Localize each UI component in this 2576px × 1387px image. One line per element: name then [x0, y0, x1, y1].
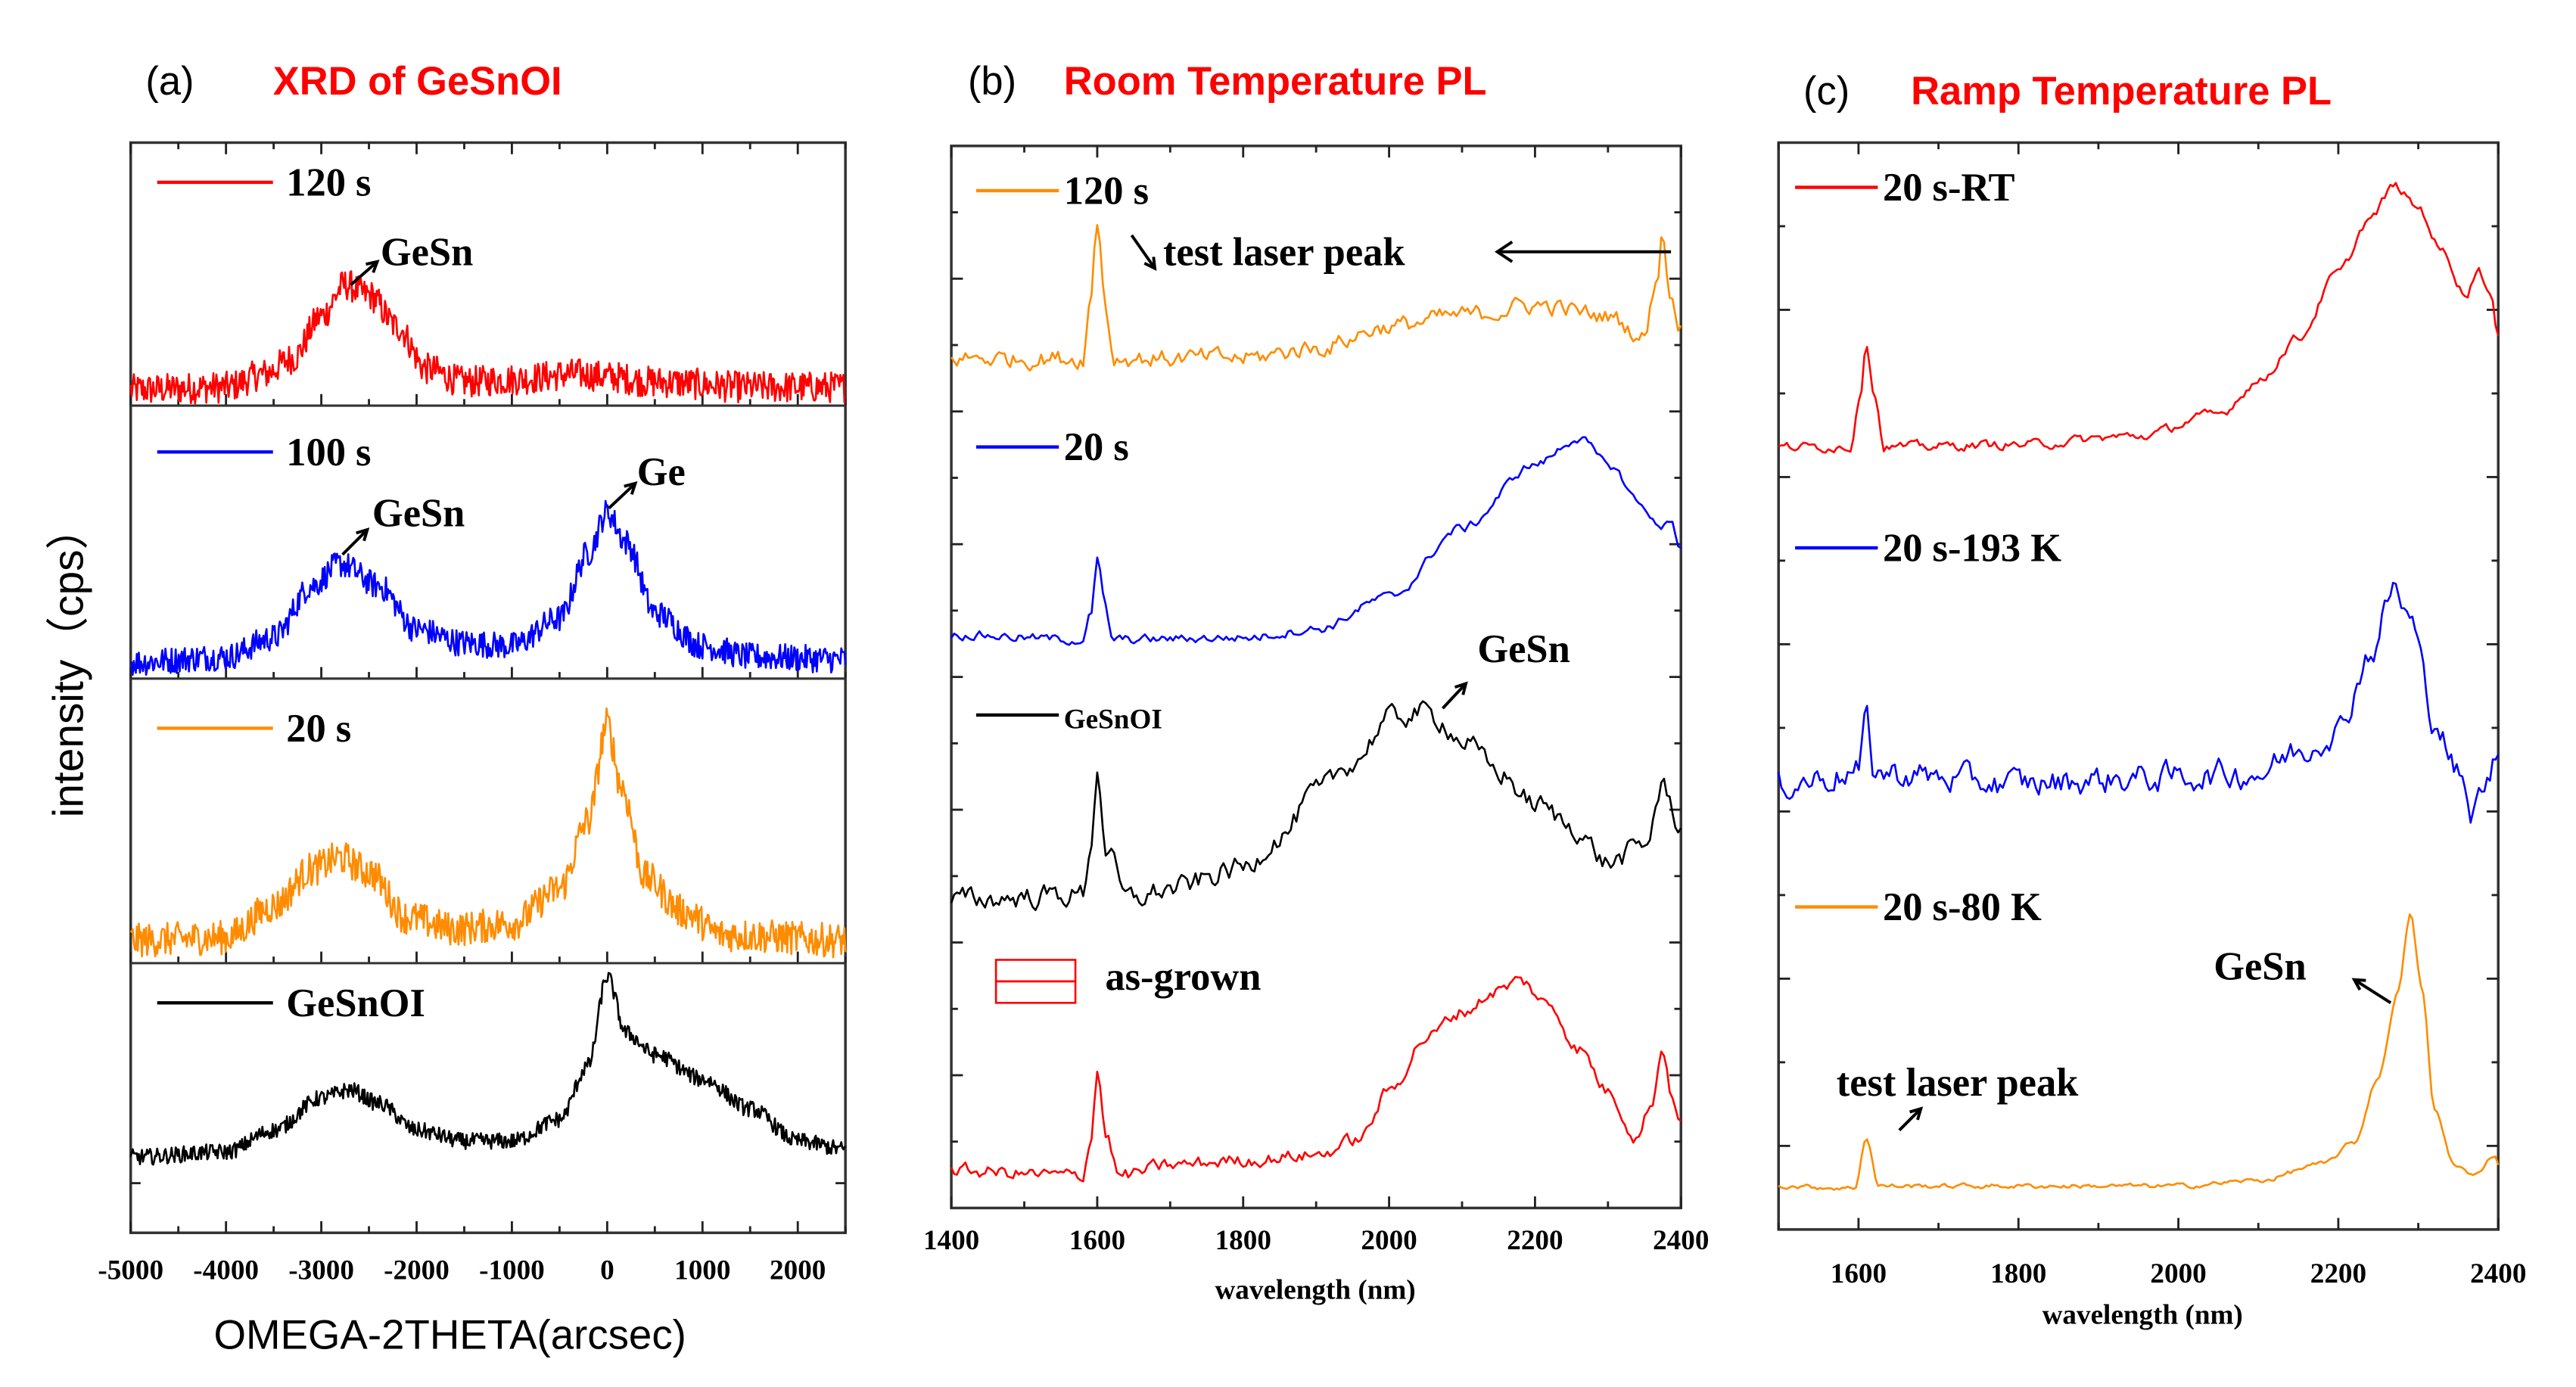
arrowhead-icon — [1495, 241, 1514, 263]
x-tick-label: 2200 — [1507, 1225, 1563, 1256]
x-tick-label: 2000 — [1361, 1225, 1417, 1256]
series-line-gesnoi — [129, 972, 847, 1166]
y-axis-label: intensity（cps） — [45, 507, 92, 818]
x-tick-label: 0 — [600, 1255, 614, 1286]
legend-label: GeSnOI — [1064, 704, 1162, 735]
x-tick-label: 2000 — [2150, 1258, 2206, 1289]
annotation-arrow — [341, 528, 369, 556]
annotation-arrow — [1441, 683, 1467, 710]
series-line-100-s — [130, 499, 847, 676]
series-line-as-grown — [950, 975, 1682, 1183]
annotation-arrow — [1898, 1107, 1922, 1132]
arrowhead-icon — [1454, 681, 1468, 695]
legend-label: 20 s — [1064, 425, 1129, 469]
annotation-label: Ge — [637, 450, 686, 494]
x-tick-label: 1800 — [1990, 1258, 2046, 1289]
legend-label: 20 s-193 K — [1883, 527, 2061, 571]
annotation-label: test laser peak — [1163, 230, 1405, 274]
arrowhead-icon — [1909, 1106, 1924, 1121]
arrowhead-icon — [366, 260, 380, 273]
panel-b-xlabel: wavelength (nm) — [1215, 1275, 1415, 1306]
arrowhead-icon — [2351, 978, 2366, 991]
panel-b-label: (b) — [968, 60, 1016, 104]
series-line-20-s — [950, 436, 1682, 646]
panel-a-xlabel: OMEGA-2THETA(arcsec) — [213, 1311, 686, 1357]
x-tick-label: 2000 — [770, 1255, 826, 1286]
x-tick-label: -5000 — [98, 1255, 163, 1286]
panel-a-title: XRD of GeSnOI — [273, 60, 562, 104]
x-tick-label: -4000 — [193, 1255, 259, 1286]
x-tick-label: 1600 — [1831, 1258, 1887, 1289]
annotation-arrow — [608, 482, 636, 510]
legend-label: 120 s — [1064, 169, 1149, 213]
annotation-arrow — [350, 260, 378, 286]
series-line-20-s — [129, 707, 847, 959]
panel-c-label: (c) — [1803, 70, 1850, 114]
arrowhead-icon — [624, 481, 638, 495]
arrowhead-icon — [356, 527, 370, 542]
legend-label: 20 s-80 K — [1883, 885, 2042, 929]
legend-label: 100 s — [286, 431, 371, 474]
annotation-label: test laser peak — [1837, 1061, 2079, 1105]
annotation-label: GeSn — [1477, 627, 1570, 671]
arrowhead-icon — [1143, 257, 1157, 271]
series-line-20-s-rt — [1778, 182, 2500, 454]
annotation-arrow — [1130, 234, 1156, 269]
series-line-20-s-80-k — [1778, 913, 2500, 1191]
legend-label: as-grown — [1105, 955, 1261, 999]
annotation-label: GeSn — [381, 230, 473, 274]
panel-c-xlabel: wavelength (nm) — [2042, 1299, 2243, 1330]
panel-c-title: Ramp Temperature PL — [1911, 70, 2332, 114]
panel-a-label: (a) — [145, 60, 194, 104]
panel-c: 1600 1800 2000 2200 2400 20 s-RT 20 s-193 K 20 … — [1777, 141, 2526, 1289]
series-line-20-s-193-k — [1777, 581, 2500, 824]
panel-b: 1400 1600 1800 2000 2200 2400 120 s 20 s GeSnOI a… — [923, 145, 1709, 1256]
x-tick-label: -2000 — [384, 1255, 450, 1286]
series-line-120-s — [129, 270, 846, 405]
panel-a-frame — [129, 141, 847, 1234]
panel-b-title: Room Temperature PL — [1064, 60, 1487, 104]
x-tick-label: 1000 — [674, 1255, 730, 1286]
annotation-label: GeSn — [2214, 945, 2306, 989]
x-tick-label: 2400 — [2470, 1258, 2526, 1289]
x-tick-label: 2400 — [1653, 1225, 1709, 1256]
legend-label: 20 s — [286, 707, 351, 751]
x-tick-label: 1600 — [1069, 1225, 1125, 1256]
legend-label: GeSnOI — [286, 981, 425, 1025]
x-tick-label: 2200 — [2310, 1258, 2366, 1289]
panel-a: -5000 -4000 -3000 -2000 -1000 0 1000 2000 120 s 1… — [98, 141, 847, 1286]
series-line-120-s — [950, 224, 1682, 372]
legend-label: 120 s — [286, 160, 371, 204]
x-tick-label: 1400 — [923, 1225, 979, 1256]
annotation-arrow — [2353, 978, 2392, 1004]
legend-swatch — [994, 980, 1077, 1004]
panel-c-frame — [1777, 141, 2500, 1231]
x-tick-label: -3000 — [288, 1255, 354, 1286]
x-tick-label: -1000 — [479, 1255, 545, 1286]
series-line-gesnoi — [950, 700, 1682, 911]
x-tick-label: 1800 — [1215, 1225, 1271, 1256]
legend-label: 20 s-RT — [1883, 166, 2015, 210]
annotation-label: GeSn — [372, 492, 465, 536]
